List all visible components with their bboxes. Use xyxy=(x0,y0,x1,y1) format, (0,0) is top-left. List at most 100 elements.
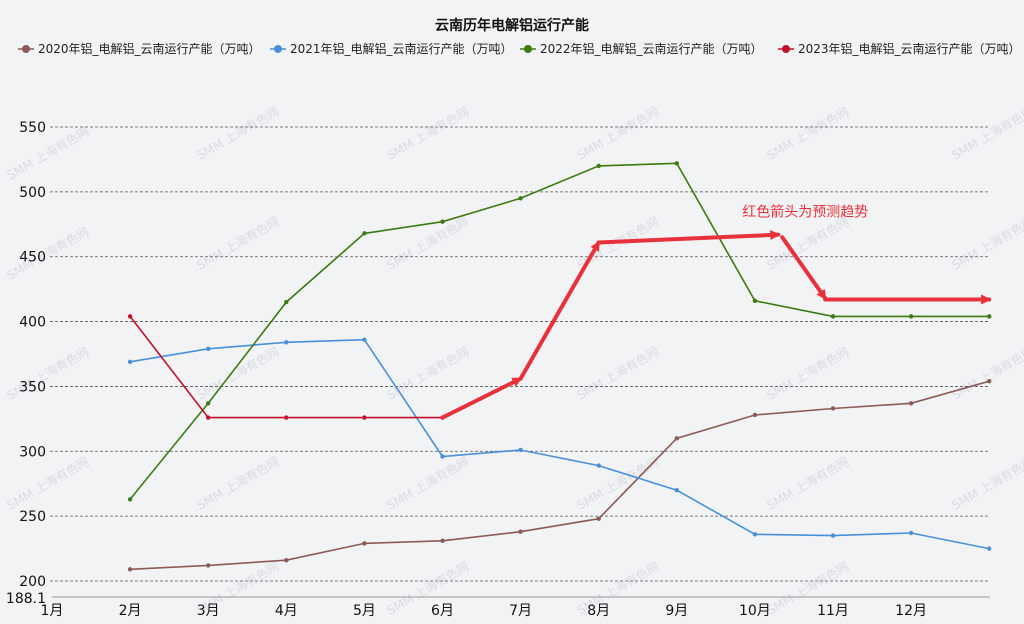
data-point xyxy=(284,558,289,563)
legend-swatch-marker xyxy=(782,45,790,53)
legend-swatch-marker xyxy=(524,45,532,53)
watermark-text: SMM 上海有色网 xyxy=(949,214,1024,273)
y-min-label: 188.1 xyxy=(6,591,46,607)
x-axis: 1月 2月 3月 4月 5月 6月 7月 8月 9月 10月 11月 12月 xyxy=(41,603,927,619)
data-point xyxy=(284,415,289,420)
watermark-text: SMM 上海有色网 xyxy=(4,454,91,513)
data-point xyxy=(362,541,367,546)
data-point xyxy=(518,447,523,453)
data-point xyxy=(127,359,133,364)
x-tick-label: 8月 xyxy=(587,603,610,619)
watermark-text: SMM 上海有色网 xyxy=(574,454,661,513)
forecast-arrow xyxy=(596,230,781,245)
legend: 2020年铝_电解铝_云南运行产能（万吨） 2021年铝_电解铝_云南运行产能（万… xyxy=(18,41,1021,56)
legend-swatch-marker xyxy=(274,45,282,53)
y-tick-label: 500 xyxy=(19,185,46,201)
series-line xyxy=(129,338,990,550)
data-point xyxy=(362,415,367,420)
legend-item-label: 2020年铝_电解铝_云南运行产能（万吨） xyxy=(38,41,261,56)
watermark-text: SMM 上海有色网 xyxy=(384,559,471,618)
x-tick-label: 2月 xyxy=(119,603,142,619)
data-point xyxy=(987,379,992,384)
chart-title: 云南历年电解铝运行产能 xyxy=(435,17,589,34)
x-tick-label: 1月 xyxy=(41,603,64,619)
data-point xyxy=(596,463,601,468)
data-point xyxy=(518,529,523,534)
y-tick-label: 400 xyxy=(19,315,46,331)
data-point xyxy=(206,415,211,420)
watermark-text: SMM 上海有色网 xyxy=(764,104,851,163)
series-line xyxy=(130,380,990,571)
watermark-text: SMM 上海有色网 xyxy=(764,214,851,273)
x-tick-label: 10月 xyxy=(739,603,771,619)
data-point xyxy=(206,563,211,568)
data-point xyxy=(440,454,445,459)
data-point xyxy=(752,532,758,537)
data-point xyxy=(206,401,211,406)
data-point xyxy=(127,497,133,502)
data-point xyxy=(752,412,758,418)
watermark-text: SMM 上海有色网 xyxy=(949,344,1024,403)
x-tick-label: 11月 xyxy=(817,603,849,619)
x-tick-label: 4月 xyxy=(275,603,298,619)
series-layer xyxy=(127,161,992,572)
watermark-text: SMM 上海有色网 xyxy=(764,454,851,513)
data-point xyxy=(362,231,367,236)
y-tick-label: 450 xyxy=(19,250,46,266)
data-point xyxy=(440,538,445,543)
watermark-text: SMM 上海有色网 xyxy=(574,344,661,403)
forecast-arrow xyxy=(518,240,601,381)
x-tick-label: 9月 xyxy=(665,603,688,619)
legend-swatch-marker xyxy=(22,45,30,53)
data-point xyxy=(206,346,211,352)
watermark-text: SMM 上海有色网 xyxy=(384,214,471,273)
y-tick-label: 300 xyxy=(19,444,46,460)
data-point xyxy=(752,298,758,304)
x-tick-label: 7月 xyxy=(509,603,532,619)
data-point xyxy=(440,219,445,224)
forecast-arrows xyxy=(440,230,992,420)
data-point xyxy=(908,401,914,406)
y-tick-label: 550 xyxy=(19,120,46,136)
data-point xyxy=(127,567,133,572)
watermark-text: SMM 上海有色网 xyxy=(194,344,281,403)
annotation-text: 红色箭头为预测趋势 xyxy=(742,203,868,220)
y-tick-label: 200 xyxy=(19,574,46,590)
watermark-text: SMM 上海有色网 xyxy=(384,454,471,513)
series-line xyxy=(129,162,990,500)
data-point xyxy=(127,314,133,319)
data-point xyxy=(908,314,914,319)
y-tick-label: 250 xyxy=(19,509,46,525)
data-point xyxy=(830,533,836,538)
x-tick-label: 12月 xyxy=(895,603,927,619)
data-point xyxy=(830,314,836,319)
watermark-text: SMM 上海有色网 xyxy=(949,454,1024,513)
data-point xyxy=(987,546,992,551)
watermark-text: SMM 上海有色网 xyxy=(194,214,281,273)
data-point xyxy=(674,436,679,441)
data-point xyxy=(987,314,992,319)
watermark-text: SMM 上海有色网 xyxy=(4,124,91,183)
forecast-arrow xyxy=(440,376,523,420)
data-point xyxy=(674,488,679,493)
data-point xyxy=(596,516,601,521)
annotations: 红色箭头为预测趋势 xyxy=(742,203,868,220)
watermark-text: SMM 上海有色网 xyxy=(4,344,91,403)
legend-item-label: 2023年铝_电解铝_云南运行产能（万吨） xyxy=(798,41,1021,56)
watermark-text: SMM 上海有色网 xyxy=(4,224,91,283)
y-tick-label: 350 xyxy=(19,379,46,395)
data-point xyxy=(596,163,601,169)
watermark-text: SMM 上海有色网 xyxy=(764,344,851,403)
forecast-arrow xyxy=(780,235,828,301)
watermark-text: SMM 上海有色网 xyxy=(949,104,1024,163)
x-tick-label: 6月 xyxy=(431,603,454,619)
data-point xyxy=(284,340,289,345)
series-line xyxy=(129,315,443,419)
data-point xyxy=(674,161,679,166)
watermark-text: SMM 上海有色网 xyxy=(574,104,661,163)
legend-item-label: 2022年铝_电解铝_云南运行产能（万吨） xyxy=(540,41,763,56)
watermark-text: SMM 上海有色网 xyxy=(194,454,281,513)
